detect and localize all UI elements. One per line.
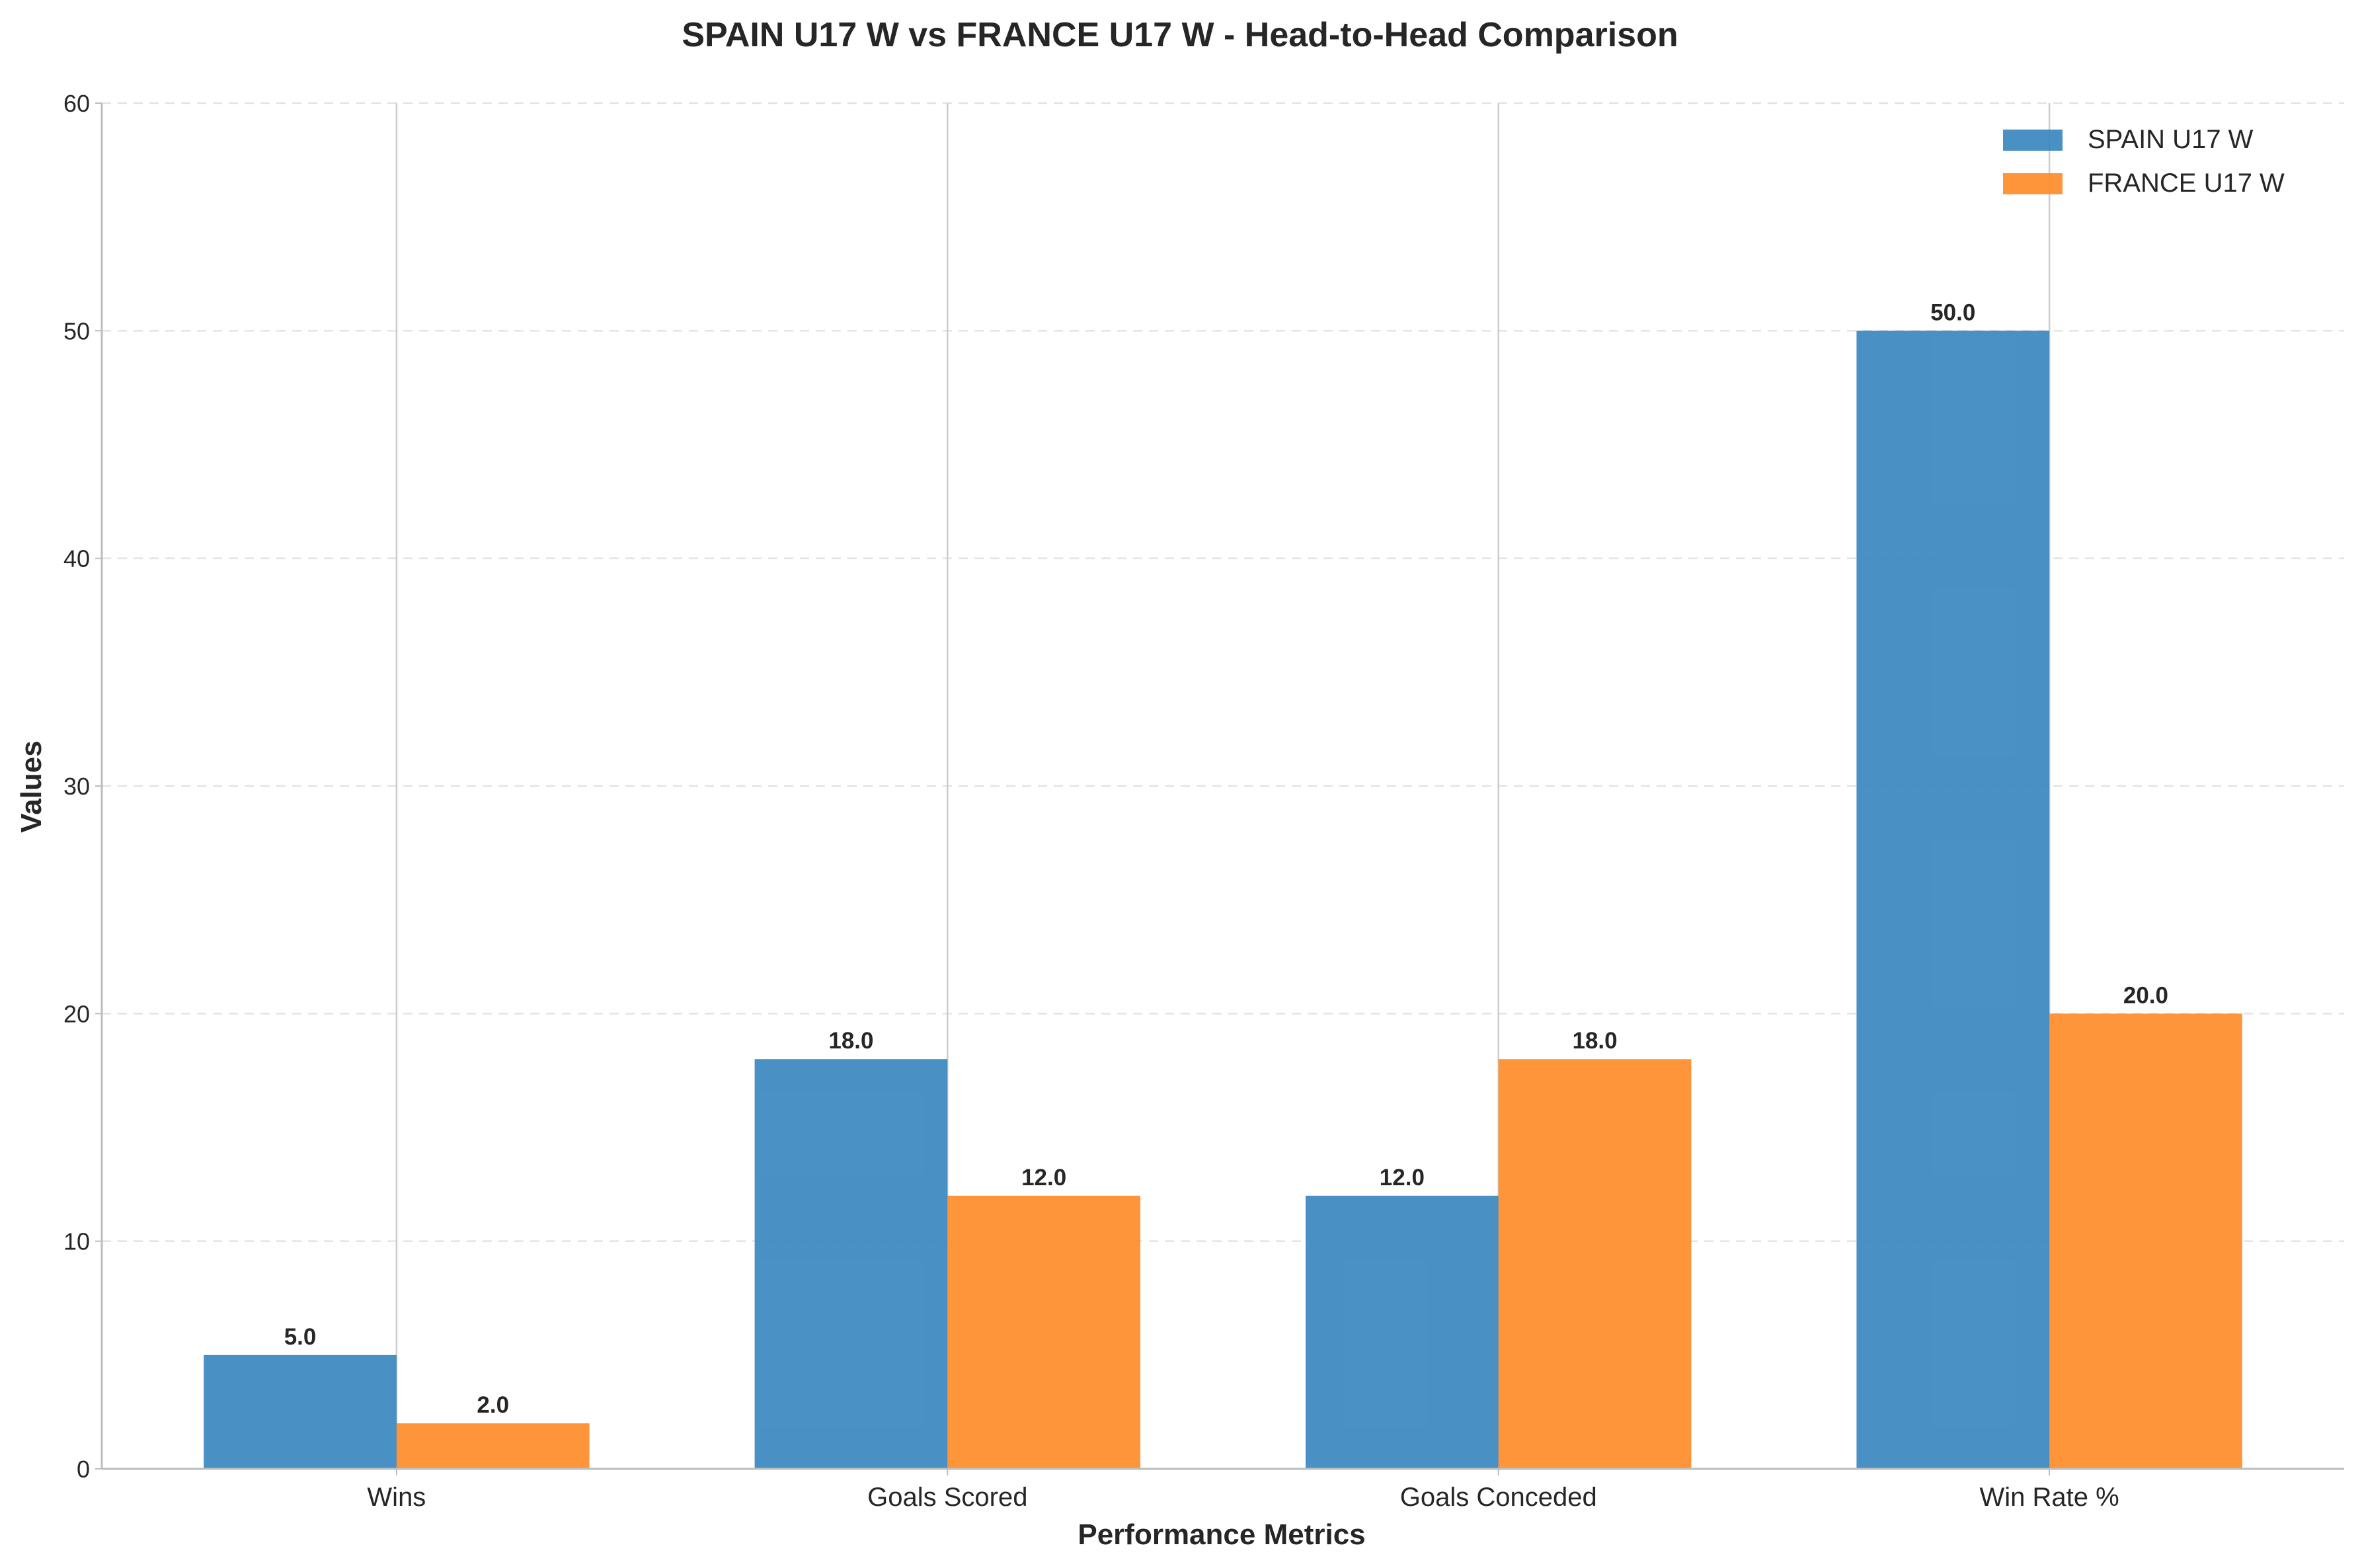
y-tick-label: 0 bbox=[77, 1456, 90, 1483]
legend-label: SPAIN U17 W bbox=[2088, 125, 2254, 154]
x-tick-label: Goals Conceded bbox=[1400, 1483, 1597, 1512]
legend-swatch bbox=[2003, 173, 2063, 194]
data-label: 18.0 bbox=[828, 1028, 873, 1054]
bar bbox=[1498, 1059, 1692, 1469]
grid-lines bbox=[102, 102, 2344, 1242]
data-label: 2.0 bbox=[477, 1392, 509, 1418]
y-tick-label: 10 bbox=[63, 1228, 90, 1255]
bar bbox=[754, 1059, 948, 1469]
legend-swatch bbox=[2003, 130, 2063, 151]
y-tick-label: 60 bbox=[63, 90, 90, 117]
bars bbox=[204, 331, 2242, 1469]
y-tick-label: 40 bbox=[63, 545, 90, 572]
bar bbox=[947, 1195, 1140, 1469]
y-tick-label: 20 bbox=[63, 1000, 90, 1027]
data-labels: 5.0 18.0 12.0 50.0 2.0 12.0 18.0 20.0 bbox=[284, 299, 2168, 1418]
bar bbox=[204, 1354, 397, 1469]
y-tick-label: 30 bbox=[63, 773, 90, 800]
axes bbox=[95, 102, 2344, 1475]
data-label: 18.0 bbox=[1572, 1028, 1617, 1054]
legend: SPAIN U17 W FRANCE U17 W bbox=[2003, 125, 2285, 198]
x-axis-label: Performance Metrics bbox=[1078, 1518, 1365, 1551]
bar bbox=[1856, 331, 2050, 1469]
legend-label: FRANCE U17 W bbox=[2088, 169, 2285, 198]
bar bbox=[1306, 1195, 1499, 1469]
data-label: 50.0 bbox=[1930, 299, 1975, 325]
x-tick-label: Win Rate % bbox=[1980, 1483, 2119, 1512]
data-label: 20.0 bbox=[2123, 982, 2168, 1008]
y-tick-label: 50 bbox=[63, 317, 90, 344]
x-tick-label: Wins bbox=[367, 1483, 426, 1512]
data-label: 5.0 bbox=[284, 1324, 317, 1350]
data-label: 12.0 bbox=[1380, 1165, 1425, 1191]
y-axis-label: Values bbox=[15, 740, 48, 832]
x-tick-labels: Wins Goals Scored Goals Conceded Win Rate % bbox=[367, 1483, 2119, 1512]
y-tick-labels: 0 10 20 30 40 50 60 bbox=[63, 90, 90, 1483]
bar bbox=[396, 1423, 590, 1469]
chart-title: SPAIN U17 W vs FRANCE U17 W - Head-to-He… bbox=[682, 16, 1678, 54]
data-label: 12.0 bbox=[1021, 1165, 1066, 1191]
bar bbox=[2049, 1013, 2242, 1469]
x-tick-label: Goals Scored bbox=[867, 1483, 1027, 1512]
